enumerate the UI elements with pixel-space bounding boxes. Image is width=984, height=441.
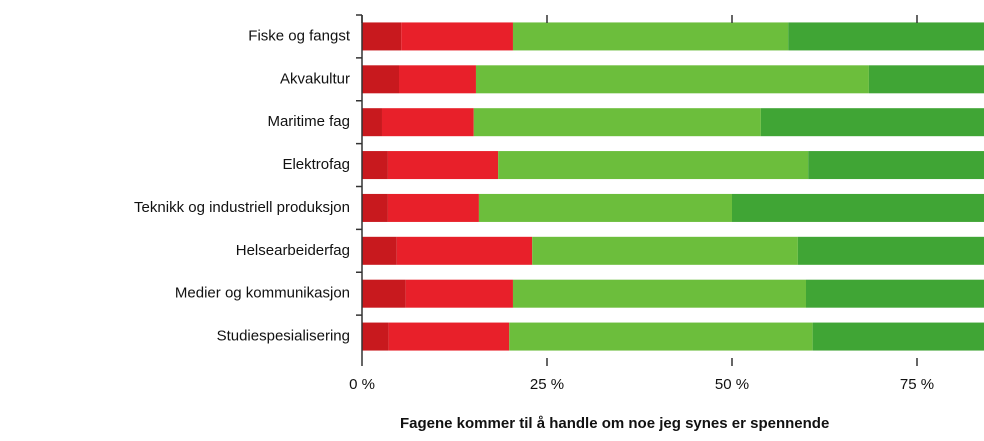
- bar-segment: [732, 193, 984, 222]
- bar-segment: [812, 322, 984, 351]
- bar-segment: [512, 279, 806, 308]
- bar-segment: [509, 322, 813, 351]
- bar-segment: [387, 193, 479, 222]
- bar-segment: [401, 22, 513, 51]
- category-label: Studiespesialisering: [217, 328, 350, 345]
- x-tick-label: 0 %: [349, 376, 375, 393]
- category-label: Maritime fag: [267, 113, 350, 130]
- x-tick-label: 50 %: [715, 376, 749, 393]
- bar-segment: [396, 236, 533, 265]
- bar-segment: [797, 236, 984, 265]
- bar-segment: [362, 322, 389, 351]
- bar-segment: [362, 65, 399, 94]
- bar-segment: [387, 151, 499, 180]
- bar-segment: [475, 65, 869, 94]
- bar-segment: [512, 22, 789, 51]
- x-tick-label: 75 %: [900, 376, 934, 393]
- bar-segment: [388, 322, 510, 351]
- x-tick-label: 25 %: [530, 376, 564, 393]
- bar-segment: [362, 236, 397, 265]
- bar-segment: [362, 193, 388, 222]
- bar-segment: [760, 108, 984, 137]
- category-label: Fiske og fangst: [248, 27, 351, 44]
- bar-segment: [362, 108, 382, 137]
- bar-segment: [788, 22, 984, 51]
- bar-segment: [362, 279, 406, 308]
- bar-segment: [808, 151, 984, 180]
- category-label: Medier og kommunikasjon: [175, 285, 350, 302]
- bar-segment: [381, 108, 474, 137]
- bar-segment: [362, 151, 388, 180]
- bar-segment: [473, 108, 761, 137]
- category-label: Helsearbeiderfag: [236, 242, 350, 259]
- bar-segment: [405, 279, 513, 308]
- bar-segment: [806, 279, 984, 308]
- category-label: Elektrofag: [282, 156, 350, 173]
- bar-segment: [868, 65, 984, 94]
- x-axis-title: Fagene kommer til å handle om noe jeg sy…: [400, 415, 829, 432]
- bar-segment: [532, 236, 798, 265]
- category-label: Akvakultur: [280, 70, 350, 87]
- category-label: Teknikk og industriell produksjon: [134, 199, 350, 216]
- bar-segment: [362, 22, 402, 51]
- bar-segment: [399, 65, 476, 94]
- bar-segment: [498, 151, 809, 180]
- bar-segment: [478, 193, 732, 222]
